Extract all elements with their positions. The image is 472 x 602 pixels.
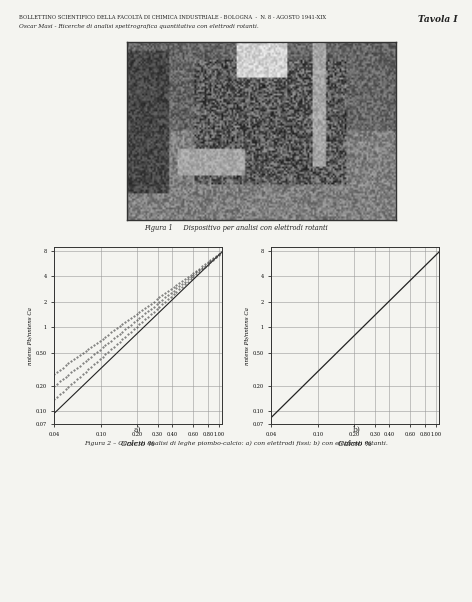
Text: Figura 2 – Curve di analisi di leghe piombo-calcio: a) con elettrodi fissi; b) c: Figura 2 – Curve di analisi di leghe pio… <box>84 441 388 446</box>
Text: b): b) <box>353 426 360 433</box>
X-axis label: Calcio %: Calcio % <box>121 440 155 448</box>
Text: BOLLETTINO SCIENTIFICO DELLA FACOLTÀ DI CHIMICA INDUSTRIALE - BOLOGNA  -  N. 8 -: BOLLETTINO SCIENTIFICO DELLA FACOLTÀ DI … <box>19 15 326 20</box>
Y-axis label: nntens Pb/nntens Ca: nntens Pb/nntens Ca <box>28 306 33 365</box>
Text: Oscar Masi - Ricerche di analisi spettrografica quantitativa con elettrodi rotan: Oscar Masi - Ricerche di analisi spettro… <box>19 24 259 29</box>
Text: Figura 1     Dispositivo per analisi con elettrodi rotanti: Figura 1 Dispositivo per analisi con ele… <box>144 224 328 232</box>
Text: Tavola I: Tavola I <box>418 15 458 24</box>
Y-axis label: nntens Pb/nntens Ca: nntens Pb/nntens Ca <box>245 306 250 365</box>
Text: a): a) <box>133 426 141 433</box>
X-axis label: Calcio %: Calcio % <box>338 440 372 448</box>
